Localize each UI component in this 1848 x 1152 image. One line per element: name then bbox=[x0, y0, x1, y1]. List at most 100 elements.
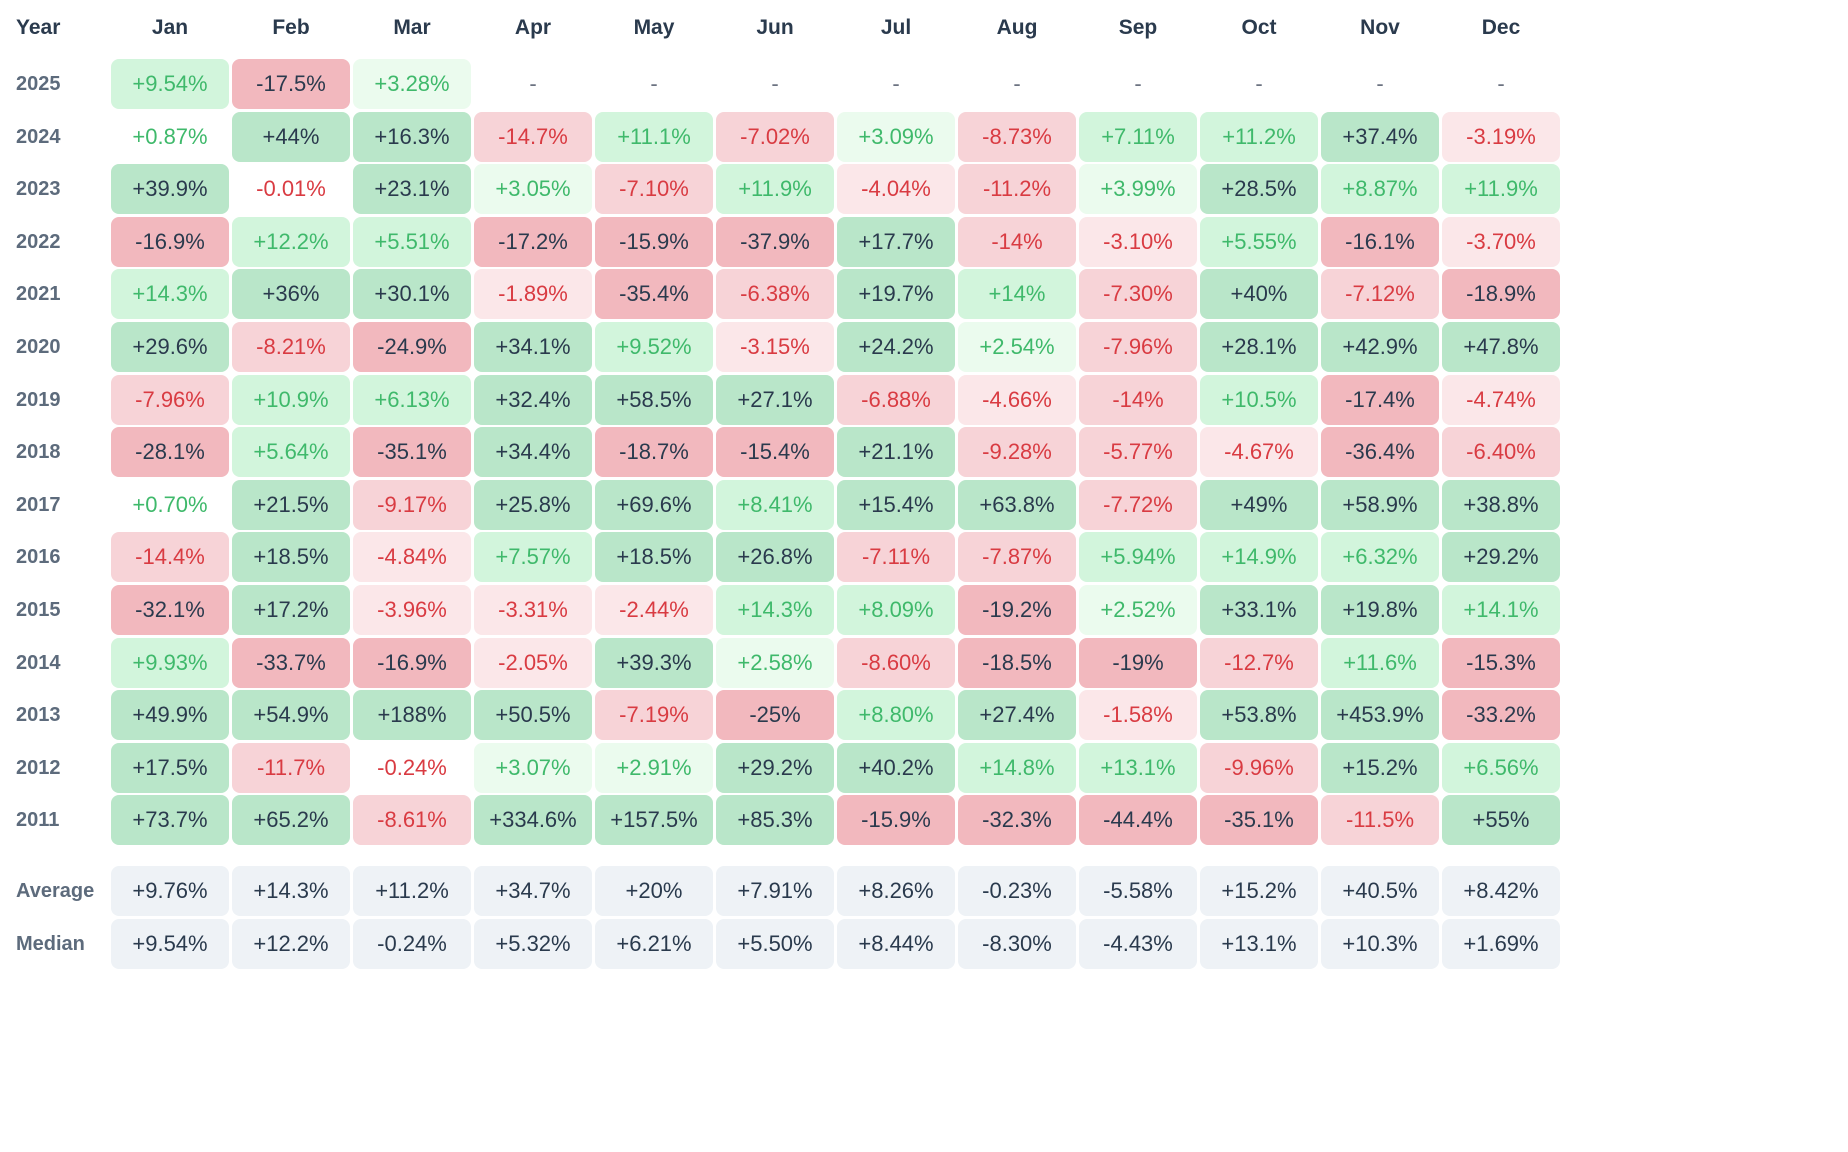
return-cell: +85.3% bbox=[716, 795, 834, 846]
return-cell: +24.2% bbox=[837, 322, 955, 372]
return-cell: +3.09% bbox=[837, 111, 955, 162]
return-cell: -2.44% bbox=[595, 585, 713, 635]
return-cell: -3.19% bbox=[1442, 111, 1560, 162]
return-cell: +47.8% bbox=[1442, 322, 1560, 372]
return-cell: -9.96% bbox=[1200, 742, 1318, 793]
return-cell: +11.1% bbox=[595, 111, 713, 162]
return-cell: +13.1% bbox=[1079, 742, 1197, 793]
row-year-label: 2017 bbox=[16, 493, 61, 516]
return-cell: +33.1% bbox=[1200, 585, 1318, 635]
return-cell: -11.5% bbox=[1321, 795, 1439, 846]
return-cell: +5.64% bbox=[232, 427, 350, 478]
return-cell: - bbox=[1497, 71, 1505, 96]
return-cell: +11.6% bbox=[1321, 637, 1439, 688]
return-cell: -14.7% bbox=[474, 111, 592, 162]
return-cell: - bbox=[892, 71, 900, 96]
return-cell: +18.5% bbox=[232, 532, 350, 583]
summary-cell: -8.30% bbox=[958, 918, 1076, 969]
return-cell: +58.5% bbox=[595, 374, 713, 425]
summary-cell: -5.58% bbox=[1079, 866, 1197, 916]
return-cell: +10.5% bbox=[1200, 374, 1318, 425]
return-cell: -6.88% bbox=[837, 374, 955, 425]
return-cell: +40.2% bbox=[837, 742, 955, 793]
summary-cell: +6.21% bbox=[595, 918, 713, 969]
return-cell: -3.10% bbox=[1079, 216, 1197, 267]
return-cell: +54.9% bbox=[232, 690, 350, 741]
return-cell: +12.2% bbox=[232, 216, 350, 267]
return-cell: +32.4% bbox=[474, 374, 592, 425]
return-cell: +23.1% bbox=[353, 164, 471, 215]
return-cell: +9.54% bbox=[111, 59, 229, 109]
return-cell: +17.2% bbox=[232, 585, 350, 635]
return-cell: -7.96% bbox=[1079, 322, 1197, 372]
summary-cell: +20% bbox=[595, 866, 713, 916]
return-cell: +157.5% bbox=[595, 795, 713, 846]
return-cell: -4.66% bbox=[958, 374, 1076, 425]
column-header-may: May bbox=[633, 16, 675, 39]
row-year-label: 2014 bbox=[16, 651, 61, 674]
return-cell: -19.2% bbox=[958, 585, 1076, 635]
return-cell: +29.2% bbox=[716, 742, 834, 793]
return-cell: +39.9% bbox=[111, 164, 229, 215]
return-cell: -0.01% bbox=[256, 176, 326, 202]
return-cell: -8.61% bbox=[353, 795, 471, 846]
summary-cell: +15.2% bbox=[1200, 866, 1318, 916]
return-cell: -7.10% bbox=[595, 164, 713, 215]
summary-cell: +5.32% bbox=[474, 918, 592, 969]
column-header-feb: Feb bbox=[272, 16, 310, 39]
return-cell: +26.8% bbox=[716, 532, 834, 583]
return-cell: -2.05% bbox=[474, 637, 592, 688]
summary-cell: +8.42% bbox=[1442, 866, 1560, 916]
return-cell: +53.8% bbox=[1200, 690, 1318, 741]
return-cell: -6.38% bbox=[716, 269, 834, 320]
return-cell: +28.1% bbox=[1200, 322, 1318, 372]
return-cell: +8.41% bbox=[716, 479, 834, 530]
return-cell: -18.5% bbox=[958, 637, 1076, 688]
return-cell: -1.89% bbox=[474, 269, 592, 320]
return-cell: +14.9% bbox=[1200, 532, 1318, 583]
return-cell: - bbox=[529, 71, 537, 96]
return-cell: +69.6% bbox=[595, 479, 713, 530]
return-cell: +6.56% bbox=[1442, 742, 1560, 793]
summary-cell: +1.69% bbox=[1442, 918, 1560, 969]
return-cell: +3.05% bbox=[474, 164, 592, 215]
return-cell: +29.2% bbox=[1442, 532, 1560, 583]
return-cell: +49.9% bbox=[111, 690, 229, 741]
return-cell: -33.2% bbox=[1442, 690, 1560, 741]
return-cell: +30.1% bbox=[353, 269, 471, 320]
summary-cell: -0.23% bbox=[958, 866, 1076, 916]
column-header-jun: Jun bbox=[756, 16, 794, 39]
return-cell: -0.24% bbox=[377, 754, 447, 780]
return-cell: +14.3% bbox=[111, 269, 229, 320]
return-cell: +188% bbox=[353, 690, 471, 741]
return-cell: -16.1% bbox=[1321, 216, 1439, 267]
row-year-label: 2012 bbox=[16, 756, 61, 779]
return-cell: -37.9% bbox=[716, 216, 834, 267]
return-cell: -15.3% bbox=[1442, 637, 1560, 688]
return-cell: +0.87% bbox=[132, 123, 208, 149]
summary-cell: -0.24% bbox=[353, 918, 471, 969]
summary-cell: +7.91% bbox=[716, 866, 834, 916]
summary-cell: +11.2% bbox=[353, 866, 471, 916]
summary-label-median: Median bbox=[16, 932, 85, 955]
return-cell: - bbox=[650, 71, 658, 96]
return-cell: +453.9% bbox=[1321, 690, 1439, 741]
return-cell: -8.60% bbox=[837, 637, 955, 688]
return-cell: +6.13% bbox=[353, 374, 471, 425]
return-cell: +14.1% bbox=[1442, 585, 1560, 635]
return-cell: +7.57% bbox=[474, 532, 592, 583]
return-cell: -16.9% bbox=[353, 637, 471, 688]
return-cell: -7.30% bbox=[1079, 269, 1197, 320]
return-cell: +2.52% bbox=[1079, 585, 1197, 635]
return-cell: +29.6% bbox=[111, 322, 229, 372]
summary-cell: +13.1% bbox=[1200, 918, 1318, 969]
return-cell: +3.07% bbox=[474, 742, 592, 793]
summary-cell: +10.3% bbox=[1321, 918, 1439, 969]
return-cell: -4.67% bbox=[1200, 427, 1318, 478]
return-cell: -7.19% bbox=[595, 690, 713, 741]
column-header-mar: Mar bbox=[393, 16, 431, 39]
return-cell: +5.51% bbox=[353, 216, 471, 267]
summary-cell: +14.3% bbox=[232, 866, 350, 916]
summary-cell: +5.50% bbox=[716, 918, 834, 969]
return-cell: -15.9% bbox=[595, 216, 713, 267]
